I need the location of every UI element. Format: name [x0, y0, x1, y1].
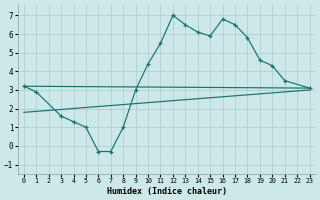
X-axis label: Humidex (Indice chaleur): Humidex (Indice chaleur) — [107, 187, 227, 196]
